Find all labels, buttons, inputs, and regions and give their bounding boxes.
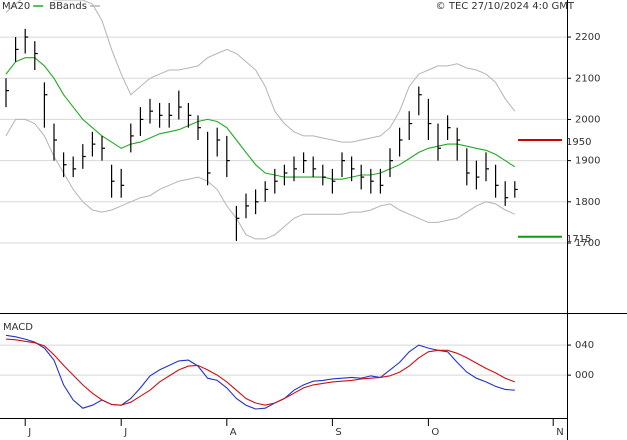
band-upper [5,0,516,143]
y-tick-label: 1900 [575,156,600,167]
ma-line [5,57,516,180]
x-tick-label: O [431,427,439,438]
level-label: 1950 [566,137,591,148]
level-label: 1715 [566,234,591,245]
x-tick-label: S [335,427,341,438]
y-tick-label: 1700 [575,238,600,249]
y-tick-label: 1800 [575,197,600,208]
legend-label: MA20 [2,1,30,12]
band-lower [5,118,516,240]
y-tick-label: 040 [575,340,594,351]
macd-line [5,334,515,410]
source: © TEC 27/10/2024 4:0 GMT [436,1,575,12]
macd-title: MACD [3,322,33,333]
y-tick-label: 2200 [575,32,600,43]
plot-area [5,0,518,241]
y-tick-label: 2000 [575,114,600,125]
x-tick-label: N [556,427,563,438]
legend-label: BBands [49,1,87,12]
y-tick-label: 2100 [575,73,600,84]
macd-line [5,338,515,406]
x-tick-label: J [27,427,31,438]
x-tick-label: A [230,427,237,438]
x-tick-label: J [123,427,127,438]
y-tick-label: 000 [575,370,594,381]
